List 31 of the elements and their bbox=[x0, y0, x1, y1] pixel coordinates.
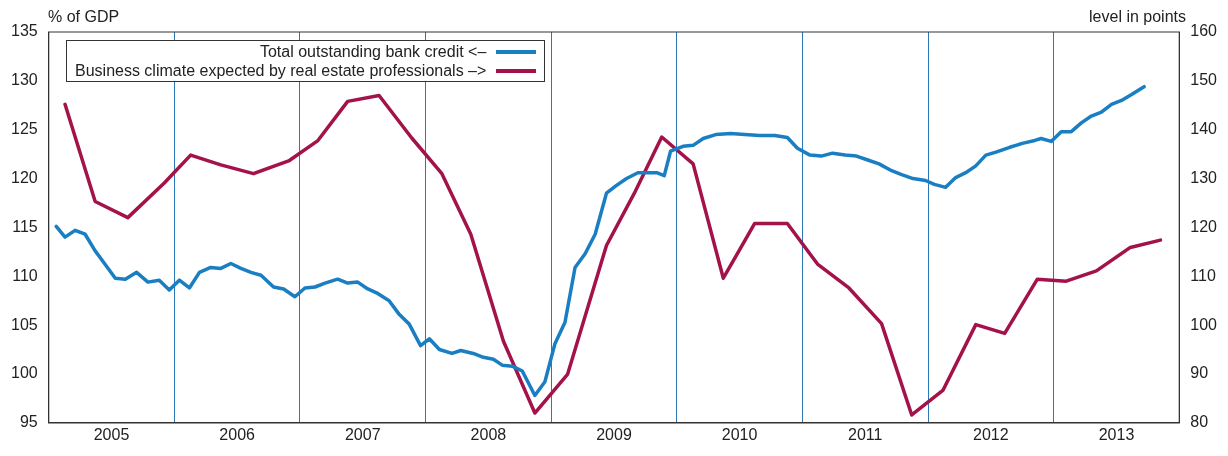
x-tick-label: 2008 bbox=[470, 425, 507, 443]
x-tick-label: 2011 bbox=[848, 425, 883, 443]
y2-tick-label: 110 bbox=[1190, 266, 1216, 284]
x-tick-label: 2013 bbox=[1098, 425, 1135, 443]
y-tick-label: 100 bbox=[10, 364, 38, 382]
x-tick-label: 2012 bbox=[973, 425, 1009, 443]
y2-tick-label: 80 bbox=[1190, 413, 1209, 431]
y-tick-label: 95 bbox=[19, 413, 38, 431]
y2-tick-label: 90 bbox=[1190, 364, 1209, 382]
legend-label: Total outstanding bank credit <– bbox=[259, 42, 487, 61]
y-tick-label: 130 bbox=[10, 71, 38, 89]
y-tick-label: 120 bbox=[10, 168, 38, 186]
y-tick-label: 125 bbox=[10, 120, 38, 138]
y-tick-label: 110 bbox=[12, 266, 38, 284]
y-tick-label: 115 bbox=[12, 217, 38, 235]
y-axis-title: % of GDP bbox=[48, 8, 120, 26]
y2-tick-label: 150 bbox=[1190, 71, 1218, 89]
y-tick-label: 105 bbox=[10, 315, 38, 333]
y2-tick-label: 160 bbox=[1190, 22, 1218, 40]
x-tick-label: 2010 bbox=[721, 425, 758, 443]
y2-tick-label: 130 bbox=[1190, 168, 1218, 186]
x-tick-label: 2009 bbox=[596, 425, 632, 443]
x-tick-label: 2007 bbox=[344, 425, 381, 443]
y2-axis-title: level in points bbox=[1089, 8, 1186, 26]
legend-label: Business climate expected by real estate professionals –> bbox=[75, 61, 487, 80]
y-tick-label: 135 bbox=[10, 22, 38, 40]
y2-tick-label: 120 bbox=[1190, 217, 1218, 235]
x-tick-label: 2006 bbox=[219, 425, 256, 443]
y2-tick-label: 100 bbox=[1190, 315, 1218, 333]
x-tick-label: 2005 bbox=[93, 425, 130, 443]
y2-tick-label: 140 bbox=[1190, 120, 1218, 138]
